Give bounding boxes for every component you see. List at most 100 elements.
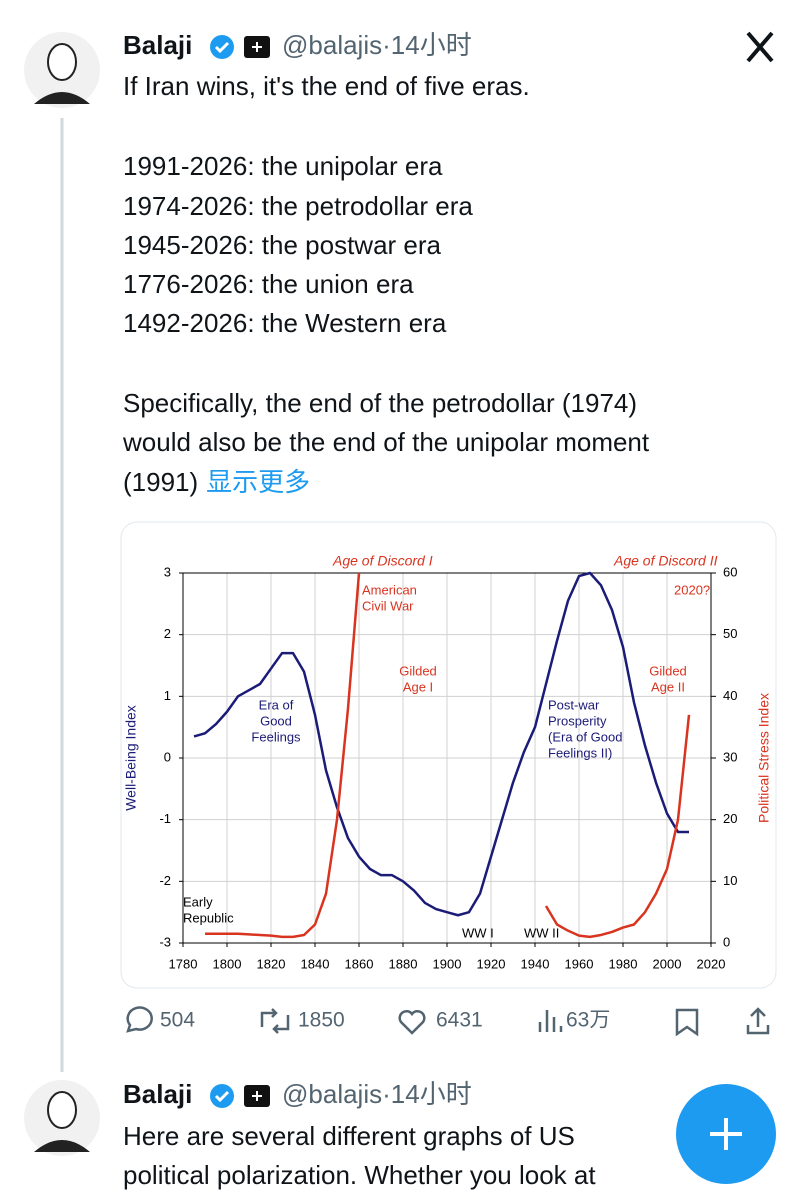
- annotation: Age of Discord II: [613, 553, 718, 569]
- x-tick-label: 1840: [301, 956, 330, 971]
- annotation: Age II: [651, 679, 685, 694]
- tweet-line: If Iran wins, it's the end of five eras.: [123, 71, 530, 101]
- x-tick-label: 1980: [609, 956, 638, 971]
- avatar[interactable]: [24, 32, 100, 108]
- author-name[interactable]: Balaji: [123, 30, 192, 60]
- series-line: [193, 571, 689, 917]
- annotation: Feelings: [251, 729, 301, 744]
- plot-frame: [182, 572, 712, 944]
- y-tick-label: 3: [164, 564, 171, 579]
- affiliate-icon: [252, 1091, 262, 1101]
- annotation: Era of: [259, 697, 294, 712]
- media-card[interactable]: [120, 521, 777, 989]
- tweet-text: Specifically, the end of the petrodollar…: [123, 388, 637, 418]
- x-tick-label: 1800: [213, 956, 242, 971]
- chart: 1780 1800 1820 1840 1860 1880 1900 1920 1940 1960…: [123, 553, 772, 972]
- verified-check: [214, 41, 230, 54]
- tweet-text: 1991-2026: the unipolar era: [123, 151, 443, 181]
- tweet-line: Specifically, the end of the petrodollar…: [123, 388, 637, 418]
- x-tick-label: 1960: [565, 956, 594, 971]
- author-handle[interactable]: @balajis·14小时: [282, 1079, 472, 1109]
- tweet-text: political polarization. Whether you look…: [123, 1160, 596, 1190]
- annotation: Feelings II): [548, 745, 612, 760]
- y2-tick-label: 50: [723, 626, 737, 641]
- compose-icon: [710, 1118, 742, 1150]
- y2-axis-label: Political Stress Index: [756, 693, 772, 823]
- verified-check: [214, 1090, 230, 1103]
- annotation: American: [362, 582, 417, 597]
- reply-icon[interactable]: [126, 1006, 153, 1033]
- y2-tick-label: 40: [723, 688, 737, 703]
- y-tick-label: -1: [159, 811, 171, 826]
- stat-count: 1850: [298, 1009, 345, 1032]
- avatar[interactable]: [24, 1080, 100, 1156]
- like-icon[interactable]: [398, 1009, 426, 1035]
- author-handle[interactable]: @balajis·14小时: [282, 30, 472, 60]
- x-tick-label: 1900: [433, 956, 462, 971]
- annotation: WW II: [524, 925, 559, 940]
- stat-count: 504: [160, 1009, 195, 1032]
- x-tick-label: 2020: [697, 956, 726, 971]
- x-tick-label: 2000: [653, 956, 682, 971]
- tweet-text: 1492-2026: the Western era: [123, 308, 447, 338]
- y2-tick-label: 30: [723, 749, 737, 764]
- x-tick-label: 1920: [477, 956, 506, 971]
- x-tick-label: 1820: [257, 956, 286, 971]
- timestamp: ·14小时: [382, 1079, 472, 1109]
- timestamp: ·14小时: [382, 30, 472, 60]
- tweet-line: 1776-2026: the union era: [123, 269, 414, 299]
- close-x[interactable]: [746, 31, 774, 63]
- stat-count: 6431: [436, 1009, 483, 1032]
- x-tick-label: 1860: [345, 956, 374, 971]
- annotation: Republic: [183, 910, 234, 925]
- tweet-text: 1776-2026: the union era: [123, 269, 414, 299]
- tweet-text: would also be the end of the unipolar mo…: [122, 427, 650, 457]
- tweet-line: 1945-2026: the postwar era: [123, 230, 442, 260]
- share-icon[interactable]: [746, 1007, 770, 1035]
- annotation: Civil War: [362, 598, 414, 613]
- bookmark-icon[interactable]: [675, 1008, 699, 1037]
- tweet-line: 1492-2026: the Western era: [123, 308, 447, 338]
- tweet-text: (1991) 显示更多: [123, 467, 310, 497]
- y-tick-label: 2: [164, 626, 171, 641]
- tweet-text: 1974-2026: the petrodollar era: [123, 191, 473, 221]
- y-tick-label: 1: [164, 688, 171, 703]
- annotation: 2020?: [674, 582, 710, 597]
- handle: @balajis: [282, 1079, 382, 1109]
- views-icon[interactable]: [538, 1010, 563, 1032]
- handle: @balajis: [282, 30, 382, 60]
- tweet-line: (1991): [123, 467, 198, 497]
- y-tick-label: -2: [159, 873, 171, 888]
- author-name[interactable]: Balaji: [123, 1079, 192, 1109]
- y2-tick-label: 60: [723, 564, 737, 579]
- annotation: Prosperity: [548, 713, 607, 728]
- annotation: Gilded: [399, 663, 437, 678]
- annotation: Early: [183, 894, 213, 909]
- annotation: (Era of Good: [548, 729, 622, 744]
- y-axis-label: Well-Being Index: [123, 705, 139, 811]
- tweet-text: Here are several different graphs of US: [123, 1121, 575, 1151]
- annotation: WW I: [462, 925, 494, 940]
- y2-tick-label: 10: [723, 873, 737, 888]
- tweet-line: 1991-2026: the unipolar era: [123, 151, 443, 181]
- tweet-text: 1945-2026: the postwar era: [123, 230, 442, 260]
- y-tick-label: -3: [159, 934, 171, 949]
- retweet-icon[interactable]: [260, 1008, 290, 1034]
- annotation: Age I: [403, 679, 433, 694]
- x-tick-label: 1780: [169, 956, 198, 971]
- tweet-line: would also be the end of the unipolar mo…: [122, 427, 650, 457]
- y2-tick-label: 0: [723, 934, 730, 949]
- annotation: Age of Discord I: [332, 553, 433, 569]
- annotation: Good: [260, 713, 292, 728]
- annotation: Gilded: [649, 663, 687, 678]
- tweet-line: 1974-2026: the petrodollar era: [123, 191, 473, 221]
- affiliate-icon: [252, 42, 262, 52]
- show-more[interactable]: 显示更多: [206, 467, 310, 497]
- annotation: Post-war: [548, 697, 600, 712]
- tweet-text: If Iran wins, it's the end of five eras.: [123, 71, 530, 101]
- x-tick-label: 1880: [389, 956, 418, 971]
- y-tick-label: 0: [164, 749, 171, 764]
- stat-count: 63万: [566, 1009, 610, 1032]
